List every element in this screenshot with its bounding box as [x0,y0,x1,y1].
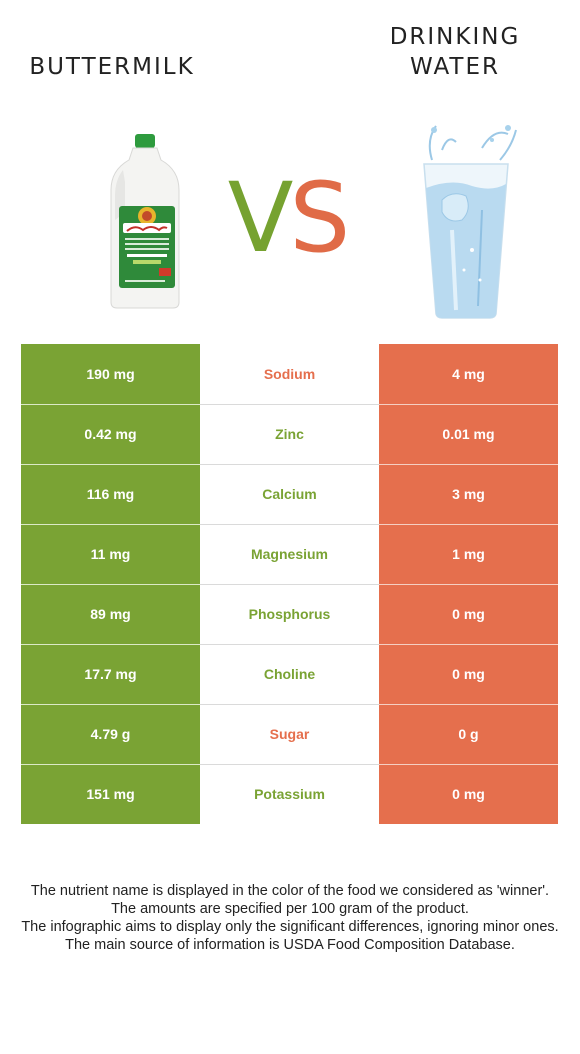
nutrient-name: Magnesium [200,524,379,585]
water-value: 3 mg [379,464,558,525]
buttermilk-value: 190 mg [21,344,200,405]
nutrient-name: Calcium [200,464,379,525]
comparison-row: 11 mg Magnesium 1 mg [21,524,558,585]
water-value: 0 mg [379,764,558,824]
water-glass-icon [412,120,522,320]
comparison-row: 151 mg Potassium 0 mg [21,764,558,824]
comparison-table: 190 mg Sodium 4 mg 0.42 mg Zinc 0.01 mg 116 mg… [21,344,558,824]
nutrient-name: Sugar [200,704,379,765]
footnotes: The nutrient name is displayed in the co… [20,882,560,954]
vs-v: V [227,162,294,274]
nutrient-name: Phosphorus [200,584,379,645]
water-value: 0 mg [379,644,558,705]
buttermilk-value: 0.42 mg [21,404,200,465]
buttermilk-value: 89 mg [21,584,200,645]
right-food-title-line1: DRINKING [389,24,521,50]
right-food-title-line2: WATER [410,54,500,80]
nutrient-name: Potassium [200,764,379,824]
buttermilk-jug-icon [105,130,185,312]
buttermilk-value: 11 mg [21,524,200,585]
comparison-row: 0.42 mg Zinc 0.01 mg [21,404,558,465]
buttermilk-value: 151 mg [21,764,200,824]
nutrient-name: Sodium [200,344,379,405]
vs-label: VS [222,168,352,268]
comparison-row: 116 mg Calcium 3 mg [21,464,558,525]
comparison-row: 89 mg Phosphorus 0 mg [21,584,558,645]
water-value: 0.01 mg [379,404,558,465]
right-food-title: DRINKING WATER [360,22,550,82]
comparison-row: 4.79 g Sugar 0 g [21,704,558,765]
note-data-source: The main source of information is USDA F… [65,937,515,953]
water-value: 1 mg [379,524,558,585]
comparison-row: 190 mg Sodium 4 mg [21,344,558,405]
note-significant-differences: The infographic aims to display only the… [21,919,559,935]
comparison-row: 17.7 mg Choline 0 mg [21,644,558,705]
note-amount-basis: The amounts are specified per 100 gram o… [111,901,469,917]
left-food-title: BUTTERMILK [29,54,195,80]
buttermilk-value: 17.7 mg [21,644,200,705]
water-value: 4 mg [379,344,558,405]
water-value: 0 mg [379,584,558,645]
vs-s: S [289,162,350,274]
buttermilk-value: 116 mg [21,464,200,525]
water-value: 0 g [379,704,558,765]
buttermilk-value: 4.79 g [21,704,200,765]
note-winner-color: The nutrient name is displayed in the co… [30,883,550,899]
nutrient-name: Zinc [200,404,379,465]
nutrient-name: Choline [200,644,379,705]
